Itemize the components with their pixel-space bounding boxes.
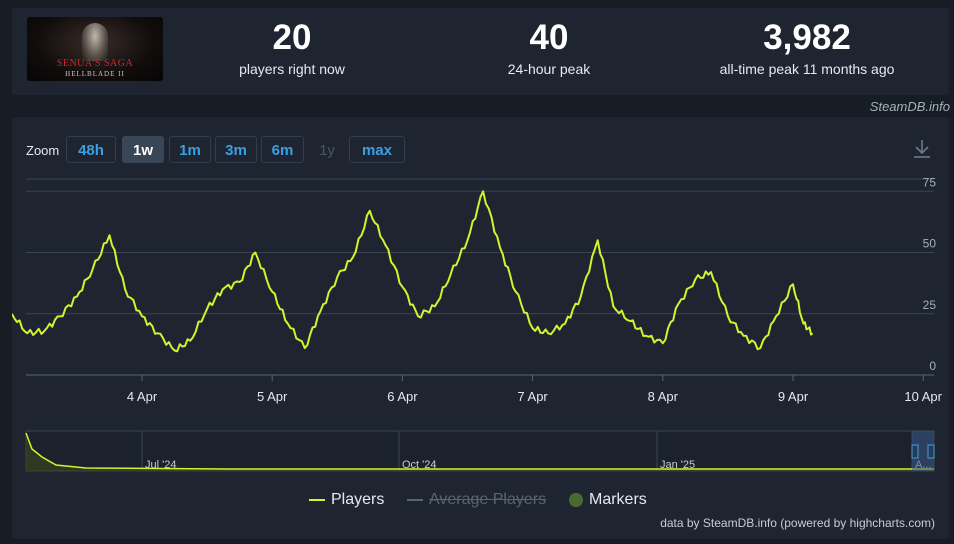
steamdb-credit-top[interactable]: SteamDB.info — [869, 99, 950, 114]
x-tick-label: 7 Apr — [517, 389, 548, 404]
legend-label: Markers — [589, 491, 647, 508]
logo-subtitle: HELLBLADE II — [65, 70, 125, 78]
stat-value: 3,982 — [763, 18, 851, 57]
legend-item-players[interactable]: Players — [309, 491, 384, 509]
zoom-1y-button: 1y — [310, 136, 344, 163]
y-tick-label: 25 — [923, 298, 937, 312]
game-logo[interactable]: SENUA'S SAGA HELLBLADE II — [27, 17, 163, 81]
chart-legend: Players Average Players Markers — [12, 491, 949, 511]
y-tick-label: 75 — [923, 175, 937, 189]
y-tick-label: 50 — [923, 237, 937, 251]
zoom-1m-button[interactable]: 1m — [169, 136, 211, 163]
x-tick-label: 5 Apr — [257, 389, 288, 404]
stat-value: 40 — [529, 18, 569, 57]
zoom-1w-button[interactable]: 1w — [122, 136, 164, 163]
legend-swatch — [407, 499, 423, 501]
download-icon[interactable] — [912, 138, 932, 160]
stats-bar: SENUA'S SAGA HELLBLADE II 20 players rig… — [12, 8, 949, 95]
player-chart[interactable]: 0 25 50 75 4 Apr 5 Apr 6 Apr 7 Apr 8 Apr 9 Apr 10 … — [12, 117, 949, 539]
navigator[interactable] — [25, 430, 935, 472]
zoom-48h-button[interactable]: 48h — [66, 136, 116, 163]
legend-item-average-players[interactable]: Average Players — [407, 491, 546, 509]
stat-24h-peak: 40 24-hour peak — [469, 18, 629, 78]
navigator-handle-right[interactable] — [927, 444, 935, 459]
navigator-tick-label: Jan '25 — [660, 459, 695, 471]
legend-item-markers[interactable]: Markers — [569, 491, 647, 509]
highcharts-credit[interactable]: data by SteamDB.info (powered by highcha… — [660, 516, 935, 530]
zoom-label: Zoom — [26, 143, 60, 158]
legend-swatch — [569, 493, 583, 507]
chart-panel: 0 25 50 75 4 Apr 5 Apr 6 Apr 7 Apr 8 Apr 9 Apr 10 … — [12, 117, 949, 539]
zoom-max-button[interactable]: max — [349, 136, 405, 163]
zoom-6m-button[interactable]: 6m — [261, 136, 304, 163]
x-tick-label: 9 Apr — [778, 389, 809, 404]
x-tick-label: 8 Apr — [648, 389, 679, 404]
stat-label: all-time peak 11 months ago — [719, 61, 895, 77]
zoom-3m-button[interactable]: 3m — [215, 136, 257, 163]
navigator-line — [25, 432, 934, 470]
stat-label: 24-hour peak — [507, 61, 591, 77]
stat-current-players: 20 players right now — [212, 18, 372, 78]
y-tick-label: 0 — [929, 359, 936, 373]
players-series-line[interactable] — [12, 190, 814, 353]
legend-label: Players — [331, 491, 385, 508]
stat-label: players right now — [239, 61, 345, 77]
legend-swatch — [309, 499, 325, 501]
stat-all-time-peak: 3,982 all-time peak 11 months ago — [697, 18, 917, 78]
x-tick-label: 6 Apr — [387, 389, 418, 404]
stat-value: 20 — [272, 18, 312, 57]
x-tick-label: 4 Apr — [127, 389, 158, 404]
navigator-tick-label: Oct '24 — [402, 459, 437, 471]
logo-title: SENUA'S SAGA — [56, 58, 134, 69]
logo-figure — [82, 23, 108, 61]
x-tick-label: 10 Apr — [904, 389, 942, 404]
legend-label: Average Players — [429, 491, 547, 508]
navigator-selection[interactable] — [912, 431, 934, 471]
navigator-handle-left[interactable] — [911, 444, 919, 459]
